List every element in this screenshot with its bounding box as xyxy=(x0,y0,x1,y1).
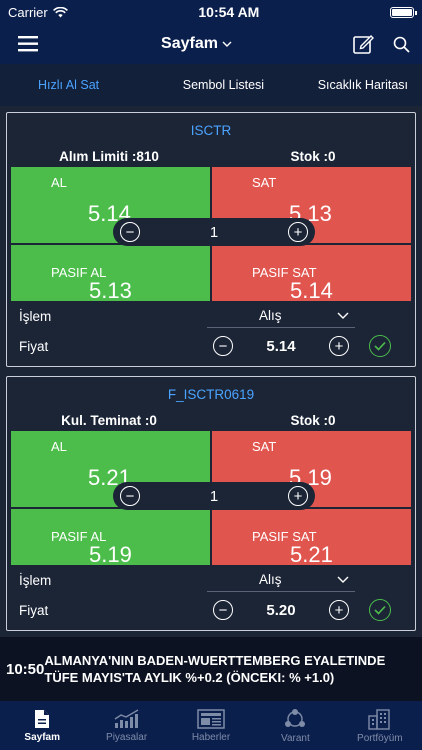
tab-label: Portföyüm xyxy=(357,732,403,744)
confirm-check-icon[interactable] xyxy=(369,599,391,621)
quote-grid: AL 5.21 SAT 5.19 PASIF AL 5.19 PASIF SAT… xyxy=(11,431,411,567)
sell-label: SAT xyxy=(252,175,277,190)
passive-sell-label: PASIF SAT xyxy=(252,265,317,280)
price-stepper: − 5.20 + xyxy=(207,600,355,620)
document-icon xyxy=(35,709,50,728)
wifi-icon xyxy=(52,6,68,17)
newspaper-icon xyxy=(197,708,225,729)
price-stepper: − 5.14 + xyxy=(207,336,355,356)
passive-sell-price: 5.14 xyxy=(290,278,333,303)
operation-label: İşlem xyxy=(19,308,52,324)
quantity-stepper: − 1 + xyxy=(113,482,315,510)
page-title: Sayfam xyxy=(161,35,218,52)
bottom-tab-bar: Sayfam Piyasalar Haberler Varant Portföy… xyxy=(0,701,422,750)
quantity-value[interactable]: 1 xyxy=(209,223,219,241)
quantity-value[interactable]: 1 xyxy=(209,487,219,505)
edit-icon[interactable] xyxy=(353,34,375,54)
minus-icon[interactable]: − xyxy=(213,600,233,620)
trade-card: F_ISCTR0619 Kul. Teminat :0 Stok :0 AL 5… xyxy=(6,376,416,631)
passive-buy-price: 5.19 xyxy=(89,542,132,567)
tab-heat-map[interactable]: Sıcaklık Haritası xyxy=(317,78,408,92)
passive-sell-label: PASIF SAT xyxy=(252,529,317,544)
tab-symbol-list[interactable]: Sembol Listesi xyxy=(182,78,265,92)
tab-varant[interactable]: Varant xyxy=(253,701,337,750)
price-label: Fiyat xyxy=(19,338,49,354)
minus-icon[interactable]: − xyxy=(120,486,140,506)
passive-sell-button[interactable]: PASIF SAT 5.21 xyxy=(212,509,411,567)
chart-bars-icon xyxy=(114,708,138,728)
passive-buy-label: PASIF AL xyxy=(51,529,107,544)
purchase-limit: Alım Limiti :810 xyxy=(59,149,159,164)
operation-value: Alış xyxy=(259,572,282,587)
search-icon[interactable] xyxy=(393,36,410,53)
tab-label: Sayfam xyxy=(24,731,60,743)
card-info-row: Alım Limiti :810 Stok :0 xyxy=(7,149,415,167)
passive-buy-button[interactable]: PASIF AL 5.19 xyxy=(11,509,210,567)
chevron-down-icon xyxy=(337,312,349,319)
buy-label: AL xyxy=(51,175,67,190)
operation-select[interactable]: Alış xyxy=(207,304,355,328)
plus-icon[interactable]: + xyxy=(328,336,349,356)
stock-count: Stok :0 xyxy=(290,413,336,428)
tab-portfoyum[interactable]: Portföyüm xyxy=(338,701,422,750)
operation-row: İşlem Alış xyxy=(7,565,415,595)
plus-icon[interactable]: + xyxy=(328,600,349,620)
price-row: Fiyat − 5.20 + xyxy=(7,595,415,625)
stock-count: Stok :0 xyxy=(290,149,336,164)
chevron-down-icon xyxy=(337,576,349,583)
tab-label: Piyasalar xyxy=(106,731,148,743)
price-value[interactable]: 5.20 xyxy=(266,601,296,619)
clock: 10:54 AM xyxy=(198,4,260,20)
plus-icon[interactable]: + xyxy=(288,486,308,506)
operation-label: İşlem xyxy=(19,572,52,588)
operation-value: Alış xyxy=(259,308,282,323)
news-headline: ALMANYA'NIN BADEN-WUERTTEMBERG EYALETIND… xyxy=(44,653,386,685)
symbol-title[interactable]: ISCTR xyxy=(190,123,232,138)
segment-tabs: Hızlı Al Sat Sembol Listesi Sıcaklık Har… xyxy=(0,64,422,106)
tab-label: Haberler xyxy=(191,731,231,743)
confirm-check-icon[interactable] xyxy=(369,335,391,357)
news-time: 10:50 xyxy=(6,660,45,678)
minus-icon[interactable]: − xyxy=(120,222,140,242)
chevron-down-icon xyxy=(222,41,232,47)
tab-sayfam[interactable]: Sayfam xyxy=(0,701,84,750)
tab-label: Varant xyxy=(281,732,310,744)
nav-bar: Sayfam xyxy=(0,24,422,64)
operation-select[interactable]: Alış xyxy=(207,568,355,592)
passive-buy-button[interactable]: PASIF AL 5.13 xyxy=(11,245,210,303)
passive-sell-price: 5.21 xyxy=(290,542,333,567)
tab-haberler[interactable]: Haberler xyxy=(169,701,253,750)
news-ticker[interactable]: 10:50 ALMANYA'NIN BADEN-WUERTTEMBERG EYA… xyxy=(0,637,422,701)
network-icon xyxy=(285,708,306,727)
price-label: Fiyat xyxy=(19,602,49,618)
price-row: Fiyat − 5.14 + xyxy=(7,331,415,361)
plus-icon[interactable]: + xyxy=(288,222,308,242)
passive-sell-button[interactable]: PASIF SAT 5.14 xyxy=(212,245,411,303)
buy-label: AL xyxy=(51,439,67,454)
operation-row: İşlem Alış xyxy=(7,301,415,331)
price-value[interactable]: 5.14 xyxy=(266,337,296,355)
status-bar: Carrier 10:54 AM xyxy=(0,0,422,24)
carrier-label: Carrier xyxy=(8,4,48,20)
passive-buy-price: 5.13 xyxy=(89,278,132,303)
card-info-row: Kul. Teminat :0 Stok :0 xyxy=(7,413,415,431)
menu-icon[interactable] xyxy=(18,36,40,52)
sell-label: SAT xyxy=(252,439,277,454)
collateral-info: Kul. Teminat :0 xyxy=(61,413,157,428)
quantity-stepper: − 1 + xyxy=(113,218,315,246)
tab-quick-trade[interactable]: Hızlı Al Sat xyxy=(38,78,100,92)
tab-piyasalar[interactable]: Piyasalar xyxy=(84,701,168,750)
passive-buy-label: PASIF AL xyxy=(51,265,107,280)
trade-card: ISCTR Alım Limiti :810 Stok :0 AL 5.14 S… xyxy=(6,112,416,367)
battery-icon xyxy=(390,6,417,18)
buildings-icon xyxy=(368,708,390,730)
quote-grid: AL 5.14 SAT 5.13 PASIF AL 5.13 PASIF SAT… xyxy=(11,167,411,303)
page-title-dropdown[interactable]: Sayfam xyxy=(161,35,232,53)
minus-icon[interactable]: − xyxy=(213,336,233,356)
symbol-title[interactable]: F_ISCTR0619 xyxy=(167,387,255,402)
